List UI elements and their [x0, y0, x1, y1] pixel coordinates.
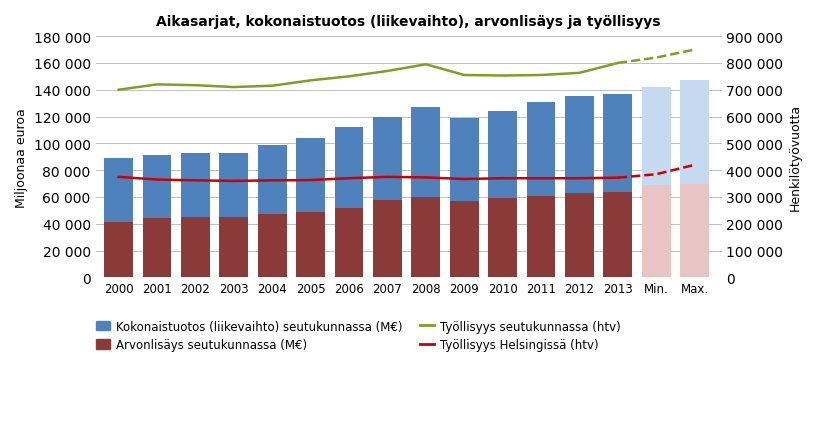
Bar	[373, 117, 402, 278]
Bar	[258, 145, 287, 278]
Bar	[181, 218, 210, 278]
Bar	[450, 119, 479, 278]
Bar	[143, 156, 172, 278]
Legend: Kokonaistuotos (liikevaihto) seutukunnassa (M€), Arvonlisäys seutukunnassa (M€),: Kokonaistuotos (liikevaihto) seutukunnas…	[96, 320, 621, 352]
Bar	[373, 200, 402, 278]
Bar	[450, 201, 479, 278]
Bar	[258, 215, 287, 278]
Bar	[489, 199, 517, 278]
Bar	[181, 153, 210, 278]
Bar	[143, 219, 172, 278]
Bar	[220, 153, 248, 278]
Bar	[527, 102, 556, 278]
Y-axis label: Miljoonaa euroa: Miljoonaa euroa	[15, 108, 28, 207]
Bar	[642, 88, 671, 278]
Bar	[642, 186, 671, 278]
Bar	[335, 208, 364, 278]
Bar	[604, 192, 632, 278]
Bar	[297, 139, 325, 278]
Bar	[105, 223, 133, 278]
Bar	[335, 128, 364, 278]
Bar	[681, 81, 709, 278]
Bar	[527, 196, 556, 278]
Bar	[681, 184, 709, 278]
Bar	[412, 108, 440, 278]
Bar	[412, 198, 440, 278]
Bar	[297, 212, 325, 278]
Bar	[220, 218, 248, 278]
Bar	[565, 97, 594, 278]
Title: Aikasarjat, kokonaistuotos (liikevaihto), arvonlisäys ja työllisyys: Aikasarjat, kokonaistuotos (liikevaihto)…	[156, 15, 661, 29]
Y-axis label: Henkilötyövuotta: Henkilötyövuotta	[789, 104, 802, 211]
Bar	[565, 194, 594, 278]
Bar	[489, 112, 517, 278]
Bar	[105, 159, 133, 278]
Bar	[604, 95, 632, 278]
